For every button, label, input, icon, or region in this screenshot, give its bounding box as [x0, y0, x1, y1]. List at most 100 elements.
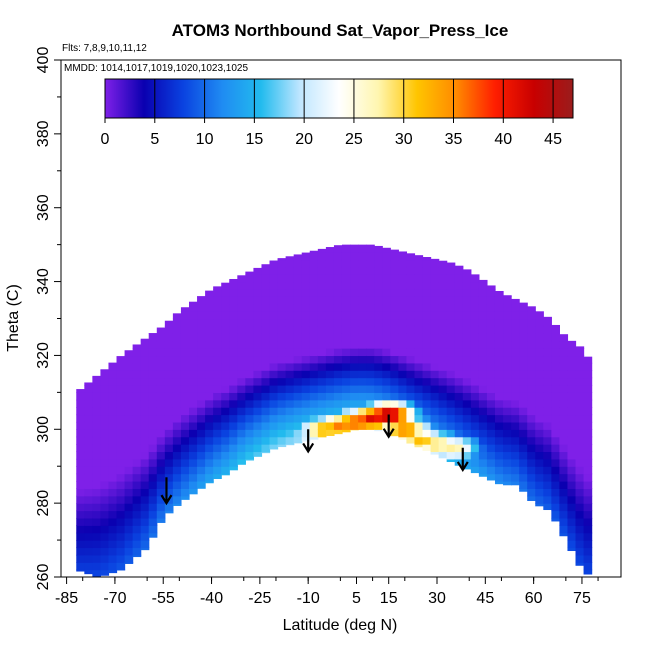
heatmap-cell	[100, 370, 110, 379]
heatmap-cell	[438, 288, 448, 297]
heatmap-cell	[213, 466, 222, 475]
heatmap-cell	[148, 370, 158, 379]
heatmap-cell	[285, 311, 295, 320]
heatmap-cell	[84, 392, 93, 401]
heatmap-cell	[535, 458, 544, 467]
heatmap-cell	[108, 407, 118, 416]
heatmap-cell	[164, 399, 174, 408]
heatmap-cell	[156, 473, 166, 482]
heatmap-cell	[229, 325, 238, 334]
heatmap-cell	[92, 436, 102, 445]
heatmap-cell	[189, 414, 198, 423]
heatmap-cell	[519, 421, 528, 430]
colorbar: 0 5 10 15 20 25 30 35 40 45	[101, 78, 574, 148]
heatmap-cell	[309, 318, 319, 327]
heatmap-cell	[406, 340, 416, 349]
heatmap-cell	[213, 407, 222, 416]
heatmap-cell	[293, 333, 303, 342]
heatmap-cell	[527, 384, 536, 393]
heatmap-cell	[189, 348, 198, 357]
heatmap-cell	[470, 281, 480, 290]
heatmap-cell	[116, 554, 126, 563]
heatmap-cell	[519, 480, 528, 489]
heatmap-cell	[406, 281, 416, 290]
heatmap-cell	[478, 362, 488, 371]
heatmap-cell	[317, 311, 327, 320]
heatmap-cell	[301, 362, 311, 371]
heatmap-cell	[567, 473, 577, 482]
heatmap-cell	[390, 266, 399, 275]
heatmap-cell	[543, 503, 552, 511]
heatmap-cell	[229, 355, 238, 364]
heatmap-cell	[253, 333, 263, 342]
heatmap-cell	[414, 414, 424, 423]
heatmap-cell	[543, 362, 552, 371]
heatmap-cell	[189, 377, 198, 386]
heatmap-cell	[309, 252, 319, 261]
heatmap-cell	[277, 355, 287, 364]
heatmap-cell	[551, 421, 560, 430]
heatmap-cell	[382, 281, 391, 290]
heatmap-cell	[478, 311, 488, 320]
heatmap-cell	[148, 517, 158, 526]
heatmap-cell	[366, 340, 375, 349]
heatmap-cell	[229, 384, 238, 393]
heatmap-cell	[213, 311, 222, 320]
heatmap-cell	[503, 296, 512, 305]
heatmap-cell	[108, 370, 118, 379]
heatmap-cell	[237, 451, 246, 460]
heatmap-cell	[494, 399, 504, 408]
heatmap-cell	[293, 370, 303, 379]
heatmap-cell	[132, 495, 142, 504]
heatmap-cell	[543, 325, 552, 334]
heatmap-cell	[172, 370, 182, 379]
heatmap-cell	[124, 399, 134, 408]
heatmap-cell	[511, 340, 520, 349]
heatmap-cell	[132, 466, 142, 475]
heatmap-cell	[301, 252, 311, 261]
heatmap-cell	[293, 399, 303, 408]
heatmap-cell	[140, 392, 150, 401]
heatmap-cell	[189, 436, 198, 445]
heatmap-cell	[374, 392, 383, 401]
heatmap-cell	[172, 333, 182, 342]
heatmap-cell	[390, 281, 399, 290]
heatmap-cell	[76, 429, 85, 438]
heatmap-cell	[470, 429, 480, 438]
heatmap-cell	[261, 288, 271, 297]
heatmap-cell	[551, 466, 560, 475]
heatmap-cell	[406, 429, 416, 438]
heatmap-cell	[527, 362, 536, 371]
heatmap-cell	[317, 274, 327, 283]
heatmap-cell	[172, 503, 182, 506]
heatmap-cell	[92, 473, 102, 482]
heatmap-cell	[575, 407, 585, 416]
heatmap-cell	[406, 318, 416, 327]
heatmap-cell	[575, 444, 585, 453]
heatmap-cell	[92, 421, 102, 430]
heatmap-cell	[285, 370, 295, 379]
heatmap-cell	[148, 333, 158, 334]
heatmap-cell	[527, 495, 536, 501]
heatmap-cell	[551, 333, 560, 342]
heatmap-cell	[341, 281, 351, 290]
heatmap-cell	[301, 407, 311, 416]
heatmap-cell	[325, 340, 335, 349]
heatmap-cell	[156, 348, 166, 357]
heatmap-cell	[140, 532, 150, 541]
heatmap-cell	[446, 414, 456, 423]
heatmap-cell	[237, 325, 246, 334]
heatmap-cell	[333, 281, 343, 290]
heatmap-cell	[180, 348, 190, 357]
heatmap-cell	[390, 370, 399, 379]
heatmap-cell	[535, 333, 544, 342]
heatmap-cell	[269, 377, 279, 386]
heatmap-cell	[430, 451, 440, 455]
heatmap-cell	[527, 451, 536, 460]
heatmap-cell	[293, 266, 303, 275]
heatmap-cell	[197, 421, 206, 430]
heatmap-cell	[108, 480, 118, 489]
heatmap-cell	[390, 348, 399, 357]
heatmap-cell	[414, 362, 424, 371]
heatmap-cell	[414, 311, 424, 320]
